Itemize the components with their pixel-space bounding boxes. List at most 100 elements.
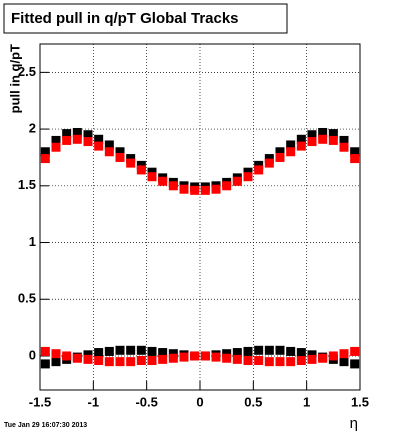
marker — [339, 357, 349, 367]
timestamp: Tue Jan 29 16:07:30 2013 — [4, 422, 87, 429]
marker — [40, 147, 50, 157]
marker — [243, 167, 253, 177]
x-tick-label: -1 — [88, 394, 100, 409]
x-tick-label: 1 — [303, 394, 310, 409]
marker — [350, 346, 360, 356]
marker — [179, 184, 189, 194]
marker — [83, 130, 93, 140]
marker — [232, 354, 242, 364]
marker — [222, 181, 232, 191]
x-axis-label: η — [350, 415, 358, 432]
marker — [104, 147, 114, 157]
marker — [275, 152, 285, 162]
x-tick-label: 1.5 — [351, 394, 369, 409]
marker — [51, 135, 61, 145]
marker — [243, 356, 253, 366]
marker — [200, 185, 210, 195]
chart-title: Fitted pull in q/pT Global Tracks — [11, 10, 239, 27]
marker — [83, 137, 93, 147]
marker — [318, 353, 328, 363]
marker — [72, 353, 82, 363]
marker — [254, 356, 264, 366]
marker — [115, 152, 125, 162]
marker — [222, 353, 232, 363]
marker — [136, 356, 146, 366]
x-tick-label: -0.5 — [135, 394, 157, 409]
marker — [72, 134, 82, 144]
marker — [158, 176, 168, 186]
marker — [168, 353, 178, 363]
marker — [94, 141, 104, 151]
marker — [136, 160, 146, 170]
y-tick-label: 2 — [29, 121, 36, 136]
marker — [62, 135, 72, 145]
marker — [168, 349, 178, 359]
y-tick-label: 0 — [29, 347, 36, 362]
marker — [94, 348, 104, 358]
marker — [307, 130, 317, 140]
marker — [211, 352, 221, 362]
marker — [286, 357, 296, 367]
marker — [296, 356, 306, 366]
y-tick-label: 0.5 — [18, 291, 36, 306]
marker — [339, 142, 349, 152]
marker — [318, 134, 328, 144]
marker — [318, 127, 328, 137]
marker — [179, 352, 189, 362]
title-box — [3, 3, 288, 34]
marker — [211, 184, 221, 194]
y-tick-label: 2.5 — [18, 64, 36, 79]
marker — [62, 129, 72, 139]
marker — [126, 357, 136, 367]
marker — [126, 154, 136, 164]
marker — [147, 167, 157, 177]
marker — [264, 158, 274, 168]
marker — [286, 140, 296, 150]
marker — [254, 165, 264, 175]
marker — [350, 359, 360, 369]
marker — [147, 172, 157, 182]
marker — [200, 351, 210, 361]
marker — [40, 346, 50, 356]
y-tick-label: 1 — [29, 234, 36, 249]
marker — [190, 185, 200, 195]
marker — [115, 357, 125, 367]
marker — [51, 349, 61, 359]
marker — [232, 176, 242, 186]
marker — [264, 357, 274, 367]
marker — [328, 129, 338, 139]
marker — [115, 147, 125, 157]
x-tick-label: 0.5 — [244, 394, 262, 409]
marker — [94, 356, 104, 366]
marker — [254, 160, 264, 170]
marker — [115, 345, 125, 355]
marker — [104, 140, 114, 150]
marker — [296, 348, 306, 358]
marker — [190, 351, 200, 361]
x-tick-label: -1.5 — [29, 394, 51, 409]
marker — [275, 357, 285, 367]
marker — [243, 346, 253, 356]
marker — [40, 154, 50, 164]
marker — [307, 350, 317, 360]
marker — [72, 127, 82, 137]
marker — [104, 346, 114, 356]
marker — [147, 356, 157, 366]
y-tick-label: 1.5 — [18, 177, 36, 192]
marker — [275, 345, 285, 355]
marker — [51, 357, 61, 367]
y-axis-label: pull in q/pT — [7, 44, 22, 113]
marker — [339, 349, 349, 359]
marker — [40, 359, 50, 369]
marker — [232, 348, 242, 358]
marker — [350, 154, 360, 164]
marker — [275, 147, 285, 157]
marker — [158, 354, 168, 364]
marker — [339, 135, 349, 145]
marker — [296, 134, 306, 144]
marker — [243, 172, 253, 182]
marker — [136, 345, 146, 355]
marker — [307, 354, 317, 364]
marker — [147, 346, 157, 356]
